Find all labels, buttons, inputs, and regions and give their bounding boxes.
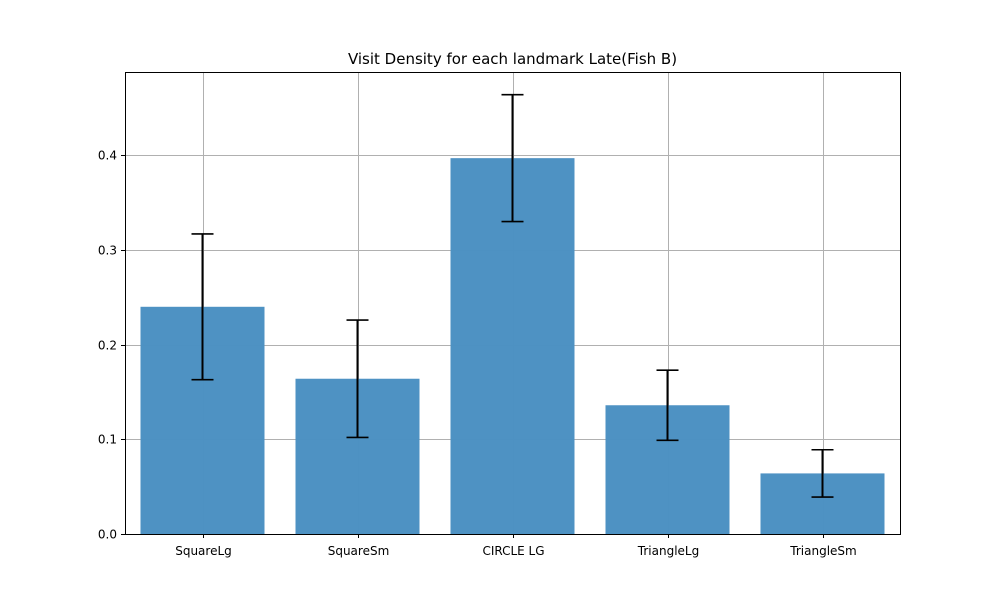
plot-frame [125,72,901,535]
x-tick-label: CIRCLE LG [482,544,544,558]
chart-title: Visit Density for each landmark Late(Fis… [348,50,677,68]
axis-ticks: 0.0 0.1 0.2 0.3 0.4 SquareLg SquareSm CIRCLE LG… [98,149,857,559]
error-bars [191,93,834,498]
y-tick-label: 0.1 [98,433,117,447]
x-tick-label: SquareLg [175,544,232,558]
x-tick-label: SquareSm [328,544,390,558]
y-tick-label: 0.3 [98,244,117,258]
y-tick-label: 0.2 [98,339,117,353]
y-tick-label: 0.0 [98,528,117,542]
x-tick-label: TriangleLg [637,544,699,558]
x-tick-label: TriangleSm [789,544,856,558]
y-tick-label: 0.4 [98,149,117,163]
